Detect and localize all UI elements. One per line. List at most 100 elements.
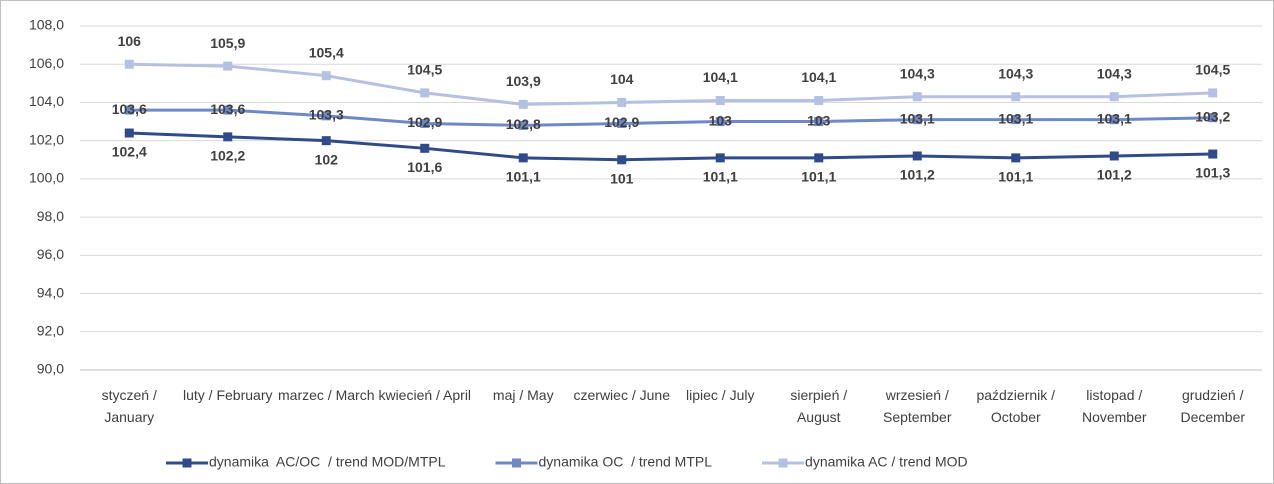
data-label: 103,1 <box>900 110 935 126</box>
marker <box>420 143 430 153</box>
marker <box>715 153 725 163</box>
x-tick-label: kwiecień / April <box>378 387 472 403</box>
data-label: 104,5 <box>407 62 442 78</box>
marker <box>223 61 233 71</box>
data-label: 103,6 <box>210 101 245 117</box>
x-tick-label: październik / October <box>976 387 1056 425</box>
y-tick-label: 100,0 <box>29 170 64 186</box>
data-label: 102,9 <box>407 114 442 130</box>
y-tick-label: 90,0 <box>37 361 64 377</box>
marker <box>1208 149 1218 159</box>
data-label: 104,3 <box>998 65 1033 81</box>
marker <box>1109 92 1119 102</box>
marker <box>617 155 627 165</box>
data-label: 102,2 <box>210 148 245 164</box>
marker <box>814 96 824 106</box>
marker <box>814 117 824 127</box>
x-tick-label: marzec / March <box>278 387 375 403</box>
data-label: 102,9 <box>604 114 639 130</box>
line <box>129 131 1213 162</box>
data-label: 103,1 <box>1097 110 1132 126</box>
y-tick-label: 102,0 <box>29 131 64 147</box>
legend-marker <box>778 458 788 468</box>
data-label: 103,6 <box>112 101 147 117</box>
legend-label: dynamika AC / trend MOD <box>805 454 968 470</box>
data-label: 105,9 <box>210 35 245 51</box>
legend-marker <box>512 458 522 468</box>
marker <box>420 118 430 128</box>
legend-marker <box>182 458 192 468</box>
data-label: 104,1 <box>703 69 738 85</box>
marker <box>223 105 233 115</box>
line <box>129 62 1213 106</box>
x-tick-label: maj / May <box>492 387 554 403</box>
line <box>129 108 1213 127</box>
marker <box>912 115 922 125</box>
data-label: 101,1 <box>801 169 836 185</box>
data-label: 101,3 <box>1195 165 1230 181</box>
marker <box>518 99 528 109</box>
legend-label: dynamika OC / trend MTPL <box>539 454 713 470</box>
data-label: 101,1 <box>703 169 738 185</box>
x-tick-label: styczeń / January <box>101 387 157 425</box>
data-label: 103,3 <box>309 107 344 123</box>
marker <box>1011 92 1021 102</box>
marker <box>912 151 922 161</box>
legend-label: dynamika AC/OC / trend MOD/MTPL <box>209 454 446 470</box>
x-tick-label: lipiec / July <box>686 387 755 403</box>
marker <box>124 105 134 115</box>
y-tick-label: 92,0 <box>37 322 64 338</box>
y-tick-label: 98,0 <box>37 208 64 224</box>
marker <box>420 88 430 98</box>
marker <box>814 153 824 163</box>
data-label: 101 <box>610 170 634 186</box>
y-tick-label: 96,0 <box>37 246 64 262</box>
marker <box>321 111 331 121</box>
data-label: 104,5 <box>1195 62 1230 78</box>
x-tick-label: luty / February <box>183 387 273 403</box>
data-label: 104,3 <box>1097 65 1132 81</box>
marker <box>321 136 331 146</box>
marker <box>1109 151 1119 161</box>
data-label: 102,4 <box>112 144 147 160</box>
y-tick-label: 108,0 <box>29 17 64 33</box>
data-label: 104 <box>610 71 634 87</box>
data-label: 103 <box>709 112 733 128</box>
marker <box>518 153 528 163</box>
marker <box>518 120 528 130</box>
data-label: 101,1 <box>998 169 1033 185</box>
marker <box>715 117 725 127</box>
data-label: 102,8 <box>506 116 541 132</box>
data-label: 101,6 <box>407 159 442 175</box>
data-label: 104,3 <box>900 65 935 81</box>
data-label: 102 <box>315 151 339 167</box>
x-tick-label: listopad / November <box>1081 387 1147 425</box>
x-tick-label: grudzień / December <box>1180 387 1246 425</box>
marker <box>1208 88 1218 98</box>
marker <box>1208 113 1218 123</box>
data-label: 103,1 <box>998 110 1033 126</box>
marker <box>715 96 725 106</box>
marker <box>124 128 134 138</box>
marker <box>1011 153 1021 163</box>
data-label: 106 <box>118 33 142 49</box>
y-tick-label: 106,0 <box>29 55 64 71</box>
marker <box>1011 115 1021 125</box>
data-label: 103,9 <box>506 73 541 89</box>
marker <box>1109 115 1119 125</box>
x-tick-label: sierpień / August <box>790 387 848 425</box>
marker <box>223 132 233 142</box>
data-label: 101,2 <box>1097 167 1132 183</box>
marker <box>321 71 331 81</box>
data-label: 105,4 <box>309 44 344 60</box>
data-label: 101,1 <box>506 169 541 185</box>
marker <box>617 118 627 128</box>
data-label: 101,2 <box>900 167 935 183</box>
y-tick-label: 104,0 <box>29 93 64 109</box>
marker <box>124 59 134 69</box>
data-label: 103 <box>807 112 831 128</box>
y-tick-label: 94,0 <box>37 284 64 300</box>
